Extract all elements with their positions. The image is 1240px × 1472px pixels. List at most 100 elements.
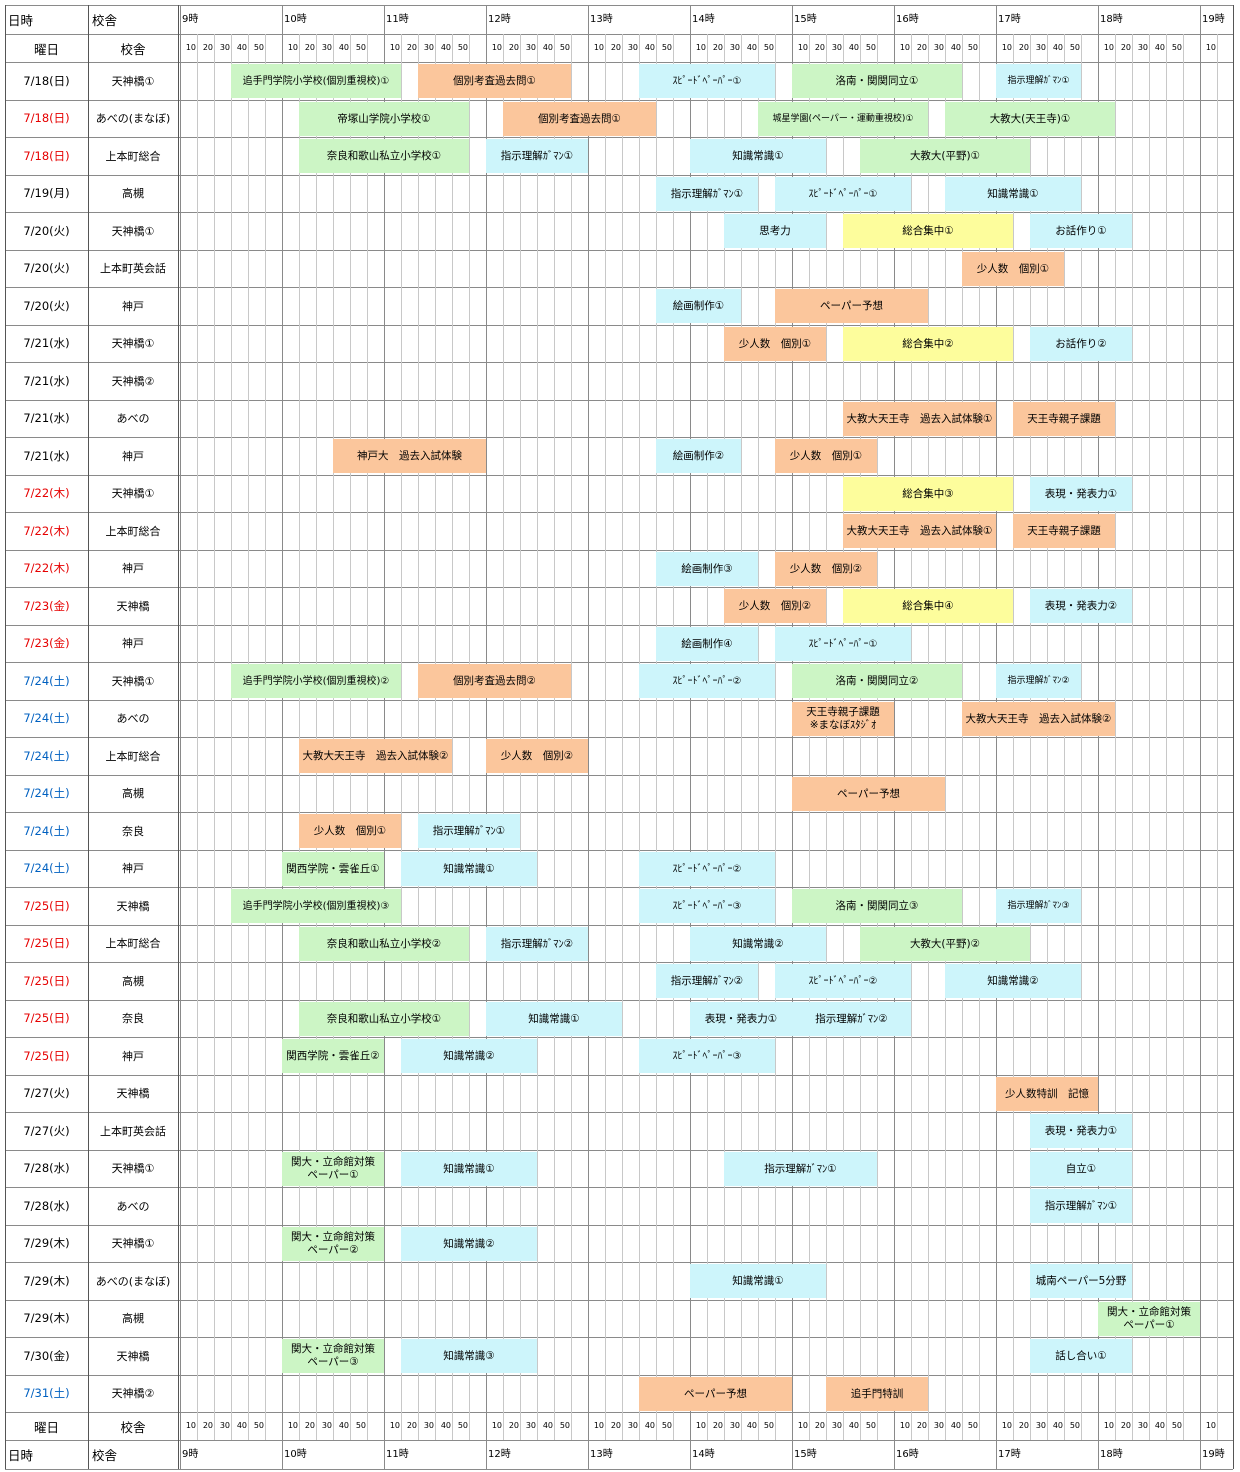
- class-block[interactable]: ｽﾋﾟｰﾄﾞﾍﾟｰﾊﾟｰ③: [639, 889, 775, 923]
- row-date: 7/28(水): [23, 1161, 70, 1176]
- class-block[interactable]: 大教大天王寺 過去入試体験①: [843, 514, 996, 548]
- class-block[interactable]: 大教大(平野)①: [860, 139, 1030, 173]
- class-block[interactable]: 洛南・関関同立②: [792, 664, 962, 698]
- class-block[interactable]: 指示理解ｶﾞﾏﾝ②: [996, 664, 1081, 698]
- class-block[interactable]: 指示理解ｶﾞﾏﾝ①: [724, 1152, 877, 1186]
- class-block[interactable]: ペーパー予想: [792, 777, 945, 811]
- class-block[interactable]: 天王寺親子課題: [1013, 402, 1115, 436]
- class-block[interactable]: 指示理解ｶﾞﾏﾝ①: [656, 177, 758, 211]
- class-block[interactable]: 洛南・関関同立①: [792, 64, 962, 98]
- class-block[interactable]: お話作り①: [1030, 214, 1132, 248]
- class-block[interactable]: 少人数 個別②: [724, 589, 826, 623]
- header-campus-label: 校舎: [92, 13, 118, 28]
- class-block[interactable]: 城星学園(ペーパー・運動重視校)①: [758, 102, 928, 136]
- class-block[interactable]: 少人数 個別①: [299, 814, 401, 848]
- class-block[interactable]: 知識常識②: [401, 1039, 537, 1073]
- class-block[interactable]: 知識常識①: [945, 177, 1081, 211]
- class-block[interactable]: ｽﾋﾟｰﾄﾞﾍﾟｰﾊﾟｰ②: [639, 664, 775, 698]
- class-block[interactable]: 指示理解ｶﾞﾏﾝ①: [1030, 1189, 1132, 1223]
- class-block[interactable]: ｽﾋﾟｰﾄﾞﾍﾟｰﾊﾟｰ②: [775, 964, 911, 998]
- class-block[interactable]: お話作り②: [1030, 327, 1132, 361]
- class-block[interactable]: 指示理解ｶﾞﾏﾝ①: [486, 139, 588, 173]
- class-block[interactable]: 指示理解ｶﾞﾏﾝ①: [418, 814, 520, 848]
- class-block[interactable]: 関大・立命館対策 ペーパー③: [282, 1339, 384, 1373]
- class-block[interactable]: 知識常識③: [401, 1339, 537, 1373]
- minute-gridline: [214, 34, 215, 1440]
- class-block[interactable]: 総合集中④: [843, 589, 1013, 623]
- class-block[interactable]: ｽﾋﾟｰﾄﾞﾍﾟｰﾊﾟｰ②: [639, 852, 775, 886]
- class-block[interactable]: ペーパー予想: [639, 1377, 792, 1411]
- class-block[interactable]: 追手門学院小学校(個別重視校)③: [231, 889, 401, 923]
- class-block[interactable]: 少人数 個別②: [486, 739, 588, 773]
- class-block[interactable]: 知識常識①: [690, 139, 826, 173]
- class-block[interactable]: 少人数 個別①: [724, 327, 826, 361]
- row-campus: 神戸: [122, 637, 144, 651]
- class-block[interactable]: 知識常識①: [486, 1002, 622, 1036]
- class-block[interactable]: 大教大(平野)②: [860, 927, 1030, 961]
- class-block[interactable]: 少人数特訓 記憶: [996, 1077, 1098, 1111]
- class-block[interactable]: 追手門学院小学校(個別重視校)①: [231, 64, 401, 98]
- class-block[interactable]: 追手門学院小学校(個別重視校)②: [231, 664, 401, 698]
- class-block[interactable]: 表現・発表力①: [1030, 1114, 1132, 1148]
- class-block[interactable]: 天王寺親子課題 ※まなぼｽﾀｼﾞｵ: [792, 702, 894, 736]
- footer-minute-label: 50: [1069, 1421, 1080, 1430]
- class-block[interactable]: 個別考査過去問①: [503, 102, 656, 136]
- class-block[interactable]: 関西学院・雲雀丘①: [282, 852, 384, 886]
- class-block[interactable]: 追手門特訓: [826, 1377, 928, 1411]
- class-block[interactable]: 総合集中①: [843, 214, 1013, 248]
- class-block[interactable]: 大教大天王寺 過去入試体験②: [299, 739, 452, 773]
- class-block[interactable]: 絵画制作④: [656, 627, 758, 661]
- class-block[interactable]: 知識常識①: [690, 1264, 826, 1298]
- row-divider: [5, 887, 1233, 888]
- class-block[interactable]: 思考力: [724, 214, 826, 248]
- class-block[interactable]: 帝塚山学院小学校①: [299, 102, 469, 136]
- class-block[interactable]: 城南ペーパー5分野: [1030, 1264, 1132, 1298]
- class-block[interactable]: 指示理解ｶﾞﾏﾝ③: [996, 889, 1081, 923]
- class-block[interactable]: 指示理解ｶﾞﾏﾝ②: [486, 927, 588, 961]
- header-minute-label: 10: [695, 43, 706, 52]
- class-block[interactable]: 少人数 個別②: [775, 552, 877, 586]
- class-block[interactable]: 大教大天王寺 過去入試体験①: [843, 402, 996, 436]
- class-block[interactable]: 天王寺親子課題: [1013, 514, 1115, 548]
- class-block[interactable]: 奈良和歌山私立小学校②: [299, 927, 469, 961]
- class-block[interactable]: 総合集中②: [843, 327, 1013, 361]
- class-block[interactable]: 知識常識②: [690, 927, 826, 961]
- class-block[interactable]: ｽﾋﾟｰﾄﾞﾍﾟｰﾊﾟｰ①: [775, 177, 911, 211]
- class-block[interactable]: 表現・発表力①: [1030, 477, 1132, 511]
- class-block[interactable]: 知識常識①: [401, 1152, 537, 1186]
- class-block[interactable]: 絵画制作①: [656, 289, 741, 323]
- class-block[interactable]: 表現・発表力②: [1030, 589, 1132, 623]
- class-block[interactable]: 絵画制作③: [656, 552, 758, 586]
- class-block[interactable]: 指示理解ｶﾞﾏﾝ①: [996, 64, 1081, 98]
- class-block[interactable]: 関西学院・雲雀丘②: [282, 1039, 384, 1073]
- class-block[interactable]: ｽﾋﾟｰﾄﾞﾍﾟｰﾊﾟｰ①: [639, 64, 775, 98]
- class-block[interactable]: ｽﾋﾟｰﾄﾞﾍﾟｰﾊﾟｰ③: [639, 1039, 775, 1073]
- class-block[interactable]: 大教大(天王寺)①: [945, 102, 1115, 136]
- class-block[interactable]: 関大・立命館対策 ペーパー①: [1098, 1302, 1200, 1336]
- class-block[interactable]: 個別考査過去問②: [418, 664, 571, 698]
- class-block[interactable]: 関大・立命館対策 ペーパー①: [282, 1152, 384, 1186]
- class-block[interactable]: ｽﾋﾟｰﾄﾞﾍﾟｰﾊﾟｰ①: [775, 627, 911, 661]
- class-block[interactable]: 知識常識②: [401, 1227, 537, 1261]
- class-block[interactable]: 少人数 個別①: [775, 439, 877, 473]
- class-block[interactable]: 奈良和歌山私立小学校①: [299, 1002, 469, 1036]
- class-block[interactable]: ペーパー予想: [775, 289, 928, 323]
- class-block[interactable]: 大教大天王寺 過去入試体験②: [962, 702, 1115, 736]
- class-block[interactable]: 絵画制作②: [656, 439, 741, 473]
- class-block[interactable]: 知識常識①: [401, 852, 537, 886]
- class-block[interactable]: 個別考査過去問①: [418, 64, 571, 98]
- class-block[interactable]: 総合集中③: [843, 477, 1013, 511]
- minute-gridline: [639, 34, 640, 1440]
- class-block[interactable]: 神戸大 過去入試体験: [333, 439, 486, 473]
- class-block[interactable]: 指示理解ｶﾞﾏﾝ②: [656, 964, 758, 998]
- class-block[interactable]: 話し合い①: [1030, 1339, 1132, 1373]
- class-block[interactable]: 少人数 個別①: [962, 252, 1064, 286]
- class-block[interactable]: 自立①: [1030, 1152, 1132, 1186]
- class-block[interactable]: 知識常識②: [945, 964, 1081, 998]
- class-block[interactable]: 奈良和歌山私立小学校①: [299, 139, 469, 173]
- class-block[interactable]: 関大・立命館対策 ペーパー②: [282, 1227, 384, 1261]
- class-block[interactable]: 洛南・関関同立③: [792, 889, 962, 923]
- class-block[interactable]: 表現・発表力①: [690, 1002, 792, 1036]
- header-hour-label: 10時: [284, 14, 307, 25]
- class-block[interactable]: 指示理解ｶﾞﾏﾝ②: [792, 1002, 911, 1036]
